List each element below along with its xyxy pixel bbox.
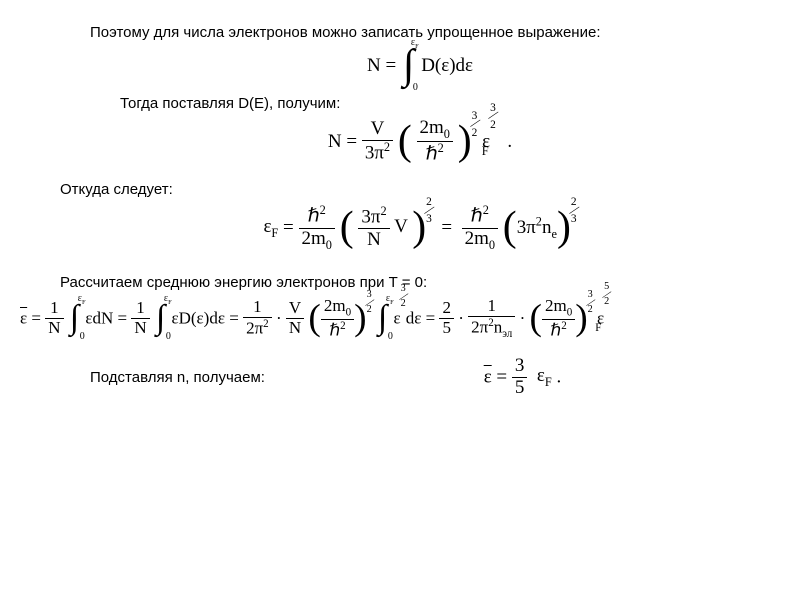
equation-5: ε = 35 εF . bbox=[265, 356, 780, 399]
eq2-frac1: V 3π2 bbox=[362, 119, 393, 164]
equation-3: εF = ℏ2 2m0 ( 3π2N V )2⁄3 = ℏ2 2m0 (3π2n… bbox=[60, 204, 780, 252]
text-line-1: Поэтому для числа электронов можно запис… bbox=[60, 24, 780, 41]
text-line-4: Рассчитаем среднюю энергию электронов пр… bbox=[60, 274, 780, 291]
equation-2: N = V 3π2 ( 2m0 ℏ2 )3⁄2 ε3⁄2F . bbox=[60, 118, 780, 166]
eq2-frac2: 2m0 ℏ2 bbox=[417, 118, 453, 166]
eq1-integrand: D(ε)dε bbox=[421, 55, 473, 76]
eq1-integral: εF ∫ 0 bbox=[403, 47, 415, 85]
text-line-5: Подставляя n, получаем: bbox=[60, 369, 265, 386]
equation-4: ε = 1N εF∫0 εdN = 1N εF∫0 εD(ε)dε = 12π2… bbox=[20, 297, 780, 340]
text-line-2: Тогда поставляя D(E), получим: bbox=[60, 95, 780, 112]
eq1-lhs: N bbox=[367, 55, 381, 76]
text-line-3: Откуда следует: bbox=[60, 181, 780, 198]
equation-1: N = εF ∫ 0 D(ε)dε bbox=[60, 47, 780, 85]
